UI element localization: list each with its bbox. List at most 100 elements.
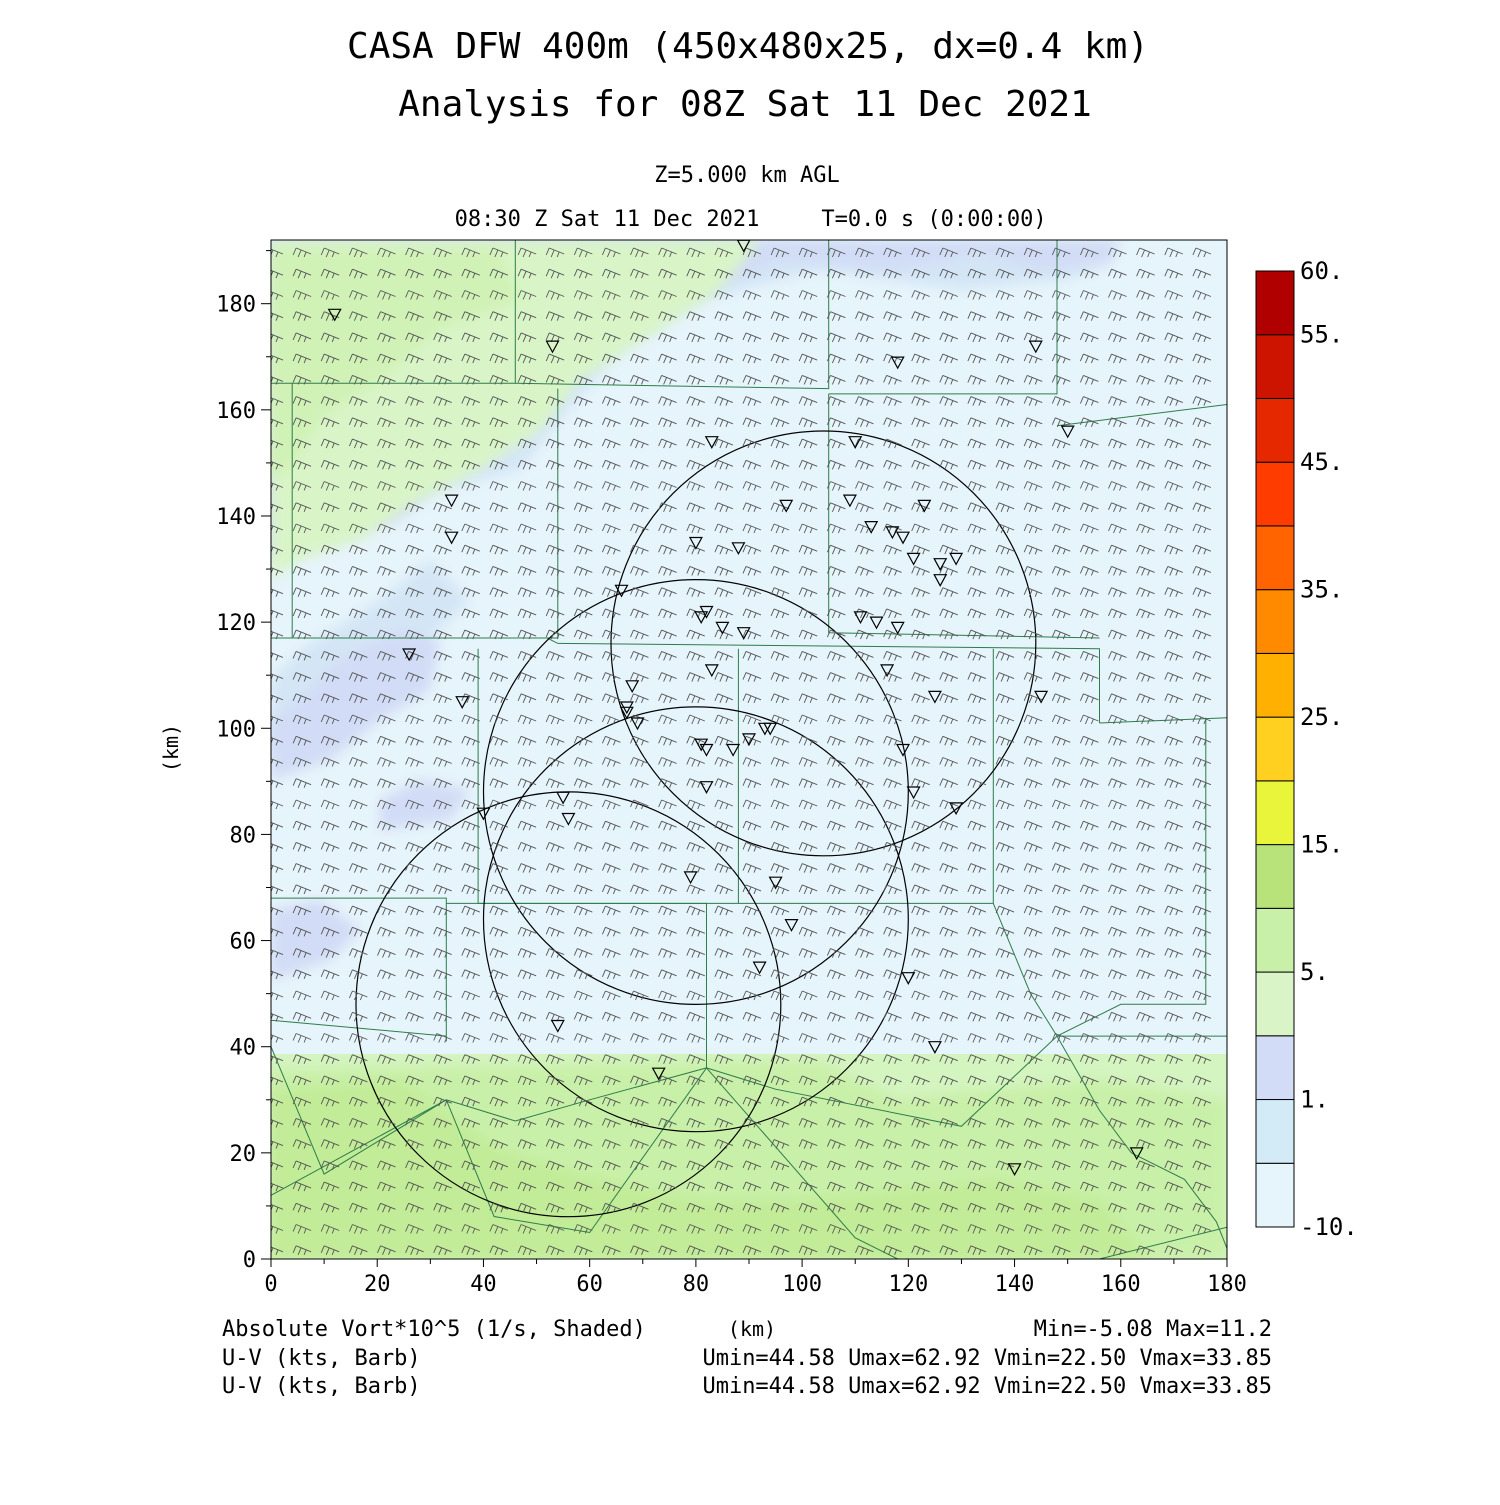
wind-barb: [770, 990, 790, 1001]
wind-barb: [1108, 1033, 1127, 1043]
wind-barb: [601, 1054, 621, 1064]
wind-barb: [461, 1011, 480, 1022]
wind-barb: [292, 629, 312, 640]
wind-barb: [348, 290, 368, 300]
wind-barb: [883, 884, 902, 895]
wind-barb: [770, 714, 790, 725]
wind-barb: [377, 672, 396, 682]
wind-barb: [883, 1117, 902, 1128]
wind-barb: [826, 565, 846, 576]
wind-barb: [798, 608, 818, 619]
wind-barb: [630, 438, 649, 449]
wind-barb: [686, 311, 705, 321]
wind-barb: [1164, 268, 1183, 279]
wind-barb: [1023, 523, 1043, 534]
wind-barb: [517, 417, 537, 427]
wind-barb: [1164, 544, 1183, 555]
wind-barb: [1023, 1224, 1043, 1234]
wind-barb: [517, 948, 537, 958]
wind-barb: [967, 459, 987, 470]
wind-barb: [1192, 926, 1212, 937]
wind-barb: [1108, 1181, 1127, 1192]
wind-barb: [433, 523, 452, 534]
wind-barb: [967, 290, 987, 300]
wind-barb: [1192, 353, 1212, 364]
wind-barb: [292, 587, 312, 597]
wind-barb: [714, 523, 734, 534]
wind-barb: [911, 247, 930, 258]
wind-barb: [939, 650, 958, 661]
wind-barb: [714, 926, 734, 937]
wind-barb: [770, 1181, 790, 1192]
wind-barb: [883, 905, 902, 916]
wind-barb: [911, 1075, 930, 1086]
wind-barb: [967, 353, 987, 364]
wind-barb: [714, 1033, 734, 1043]
wind-barb: [742, 1181, 762, 1192]
wind-barb: [1079, 650, 1099, 661]
wind-barb: [433, 1096, 452, 1107]
radar-range-ring: [610, 430, 1037, 857]
wind-barb: [601, 396, 621, 406]
wind-barb: [320, 1054, 340, 1064]
wind-barb: [601, 290, 621, 300]
wind-barb: [461, 990, 480, 1001]
wind-barb: [517, 757, 537, 767]
wind-barb: [517, 990, 537, 1001]
wind-barb: [405, 905, 424, 916]
wind-barb: [798, 523, 818, 534]
wind-barb: [826, 502, 846, 512]
wind-barb: [1023, 438, 1043, 449]
wind-barb: [1051, 587, 1071, 597]
x-axis-unit-label: (km): [728, 1317, 776, 1341]
wind-barb: [517, 1033, 537, 1043]
wind-barb: [1023, 926, 1043, 937]
wind-barb: [826, 1160, 846, 1171]
wind-barb: [348, 693, 368, 703]
wind-barb: [1079, 1245, 1099, 1255]
wind-barb: [798, 799, 818, 810]
wind-barb: [601, 714, 621, 725]
colorbar-segment: [1255, 1162, 1295, 1228]
wind-barb: [1023, 693, 1043, 703]
wind-barb: [461, 948, 480, 958]
station-marker: [455, 696, 470, 709]
wind-barb: [405, 502, 424, 512]
x-tick-label: 120: [888, 1272, 928, 1297]
wind-barb: [826, 841, 846, 852]
wind-barb: [601, 374, 621, 385]
wind-barb: [601, 502, 621, 512]
wind-barb: [377, 1054, 396, 1064]
wind-barb: [686, 884, 705, 895]
wind-barb: [1079, 502, 1099, 512]
wind-barb: [1164, 905, 1183, 916]
wind-barb: [798, 417, 818, 427]
wind-barb: [630, 1075, 649, 1086]
wind-barb: [601, 247, 621, 258]
wind-barb: [770, 311, 790, 321]
wind-barb: [348, 1075, 368, 1086]
wind-barb: [714, 311, 734, 321]
wind-barb: [883, 332, 902, 343]
wind-barb: [1136, 396, 1155, 406]
wind-barb: [826, 693, 846, 703]
wind-barb: [433, 502, 452, 512]
wind-barb: [826, 268, 846, 279]
wind-barb: [630, 247, 649, 258]
wind-barb: [1108, 778, 1127, 788]
wind-barb: [770, 374, 790, 385]
wind-barb: [1108, 587, 1127, 597]
wind-barb: [489, 353, 509, 364]
wind-barb: [348, 863, 368, 873]
y-tick-label: 0: [243, 1248, 256, 1273]
wind-barb: [405, 1245, 424, 1255]
wind-barb: [1023, 247, 1043, 258]
wind-barb: [545, 672, 565, 682]
wind-barb: [939, 1160, 958, 1171]
wind-barb: [1079, 1011, 1099, 1022]
wind-barb: [939, 1181, 958, 1192]
wind-barb: [1108, 757, 1127, 767]
station-marker: [895, 743, 911, 757]
wind-barb: [433, 1075, 452, 1086]
wind-barb: [686, 481, 705, 491]
